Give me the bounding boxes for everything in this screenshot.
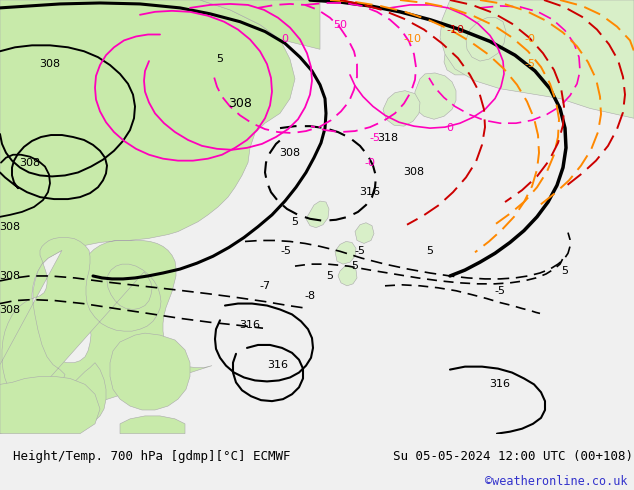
- Polygon shape: [67, 363, 106, 425]
- Text: 316: 316: [240, 320, 261, 330]
- Text: -10: -10: [403, 34, 421, 45]
- Text: 5: 5: [427, 246, 434, 256]
- Text: 308: 308: [0, 305, 20, 316]
- Text: 316: 316: [268, 360, 288, 369]
- Polygon shape: [120, 416, 185, 434]
- Polygon shape: [414, 73, 456, 119]
- Text: -10: -10: [446, 24, 464, 35]
- Text: -7: -7: [259, 281, 271, 291]
- Text: 308: 308: [0, 271, 20, 281]
- Text: 308: 308: [20, 158, 41, 168]
- Polygon shape: [444, 49, 476, 75]
- Polygon shape: [0, 0, 295, 434]
- Text: 0: 0: [446, 123, 453, 133]
- Text: -5: -5: [524, 59, 536, 69]
- Text: 308: 308: [39, 59, 61, 69]
- Text: Su 05-05-2024 12:00 UTC (00+108): Su 05-05-2024 12:00 UTC (00+108): [393, 450, 633, 463]
- Polygon shape: [335, 242, 356, 264]
- Text: -0: -0: [365, 158, 375, 168]
- Text: -5: -5: [495, 286, 505, 296]
- Text: -5: -5: [370, 133, 380, 143]
- Text: 308: 308: [403, 168, 425, 177]
- Text: 5: 5: [562, 266, 569, 276]
- Text: 316: 316: [359, 187, 380, 197]
- Polygon shape: [440, 0, 634, 118]
- Text: 0: 0: [281, 34, 288, 45]
- Text: 5: 5: [327, 271, 333, 281]
- Text: -8: -8: [304, 291, 316, 301]
- Polygon shape: [355, 223, 374, 244]
- Text: Height/Temp. 700 hPa [gdmp][°C] ECMWF: Height/Temp. 700 hPa [gdmp][°C] ECMWF: [13, 450, 290, 463]
- Text: 50: 50: [333, 20, 347, 29]
- Polygon shape: [110, 333, 190, 410]
- Polygon shape: [466, 18, 506, 61]
- Polygon shape: [0, 376, 100, 434]
- Text: 316: 316: [489, 379, 510, 390]
- Polygon shape: [383, 91, 420, 126]
- Polygon shape: [306, 201, 329, 228]
- Polygon shape: [200, 0, 320, 49]
- Polygon shape: [0, 238, 161, 434]
- Text: ©weatheronline.co.uk: ©weatheronline.co.uk: [485, 475, 628, 488]
- Text: 308: 308: [280, 148, 301, 158]
- Text: 5: 5: [216, 54, 224, 64]
- Text: 5: 5: [292, 217, 299, 227]
- Text: 318: 318: [377, 133, 399, 143]
- Text: -5: -5: [354, 246, 365, 256]
- Polygon shape: [338, 266, 357, 286]
- Text: 308: 308: [228, 97, 252, 110]
- Text: 5: 5: [351, 261, 358, 271]
- Text: -5: -5: [280, 246, 292, 256]
- Text: 308: 308: [0, 221, 20, 232]
- Text: -0: -0: [524, 34, 536, 45]
